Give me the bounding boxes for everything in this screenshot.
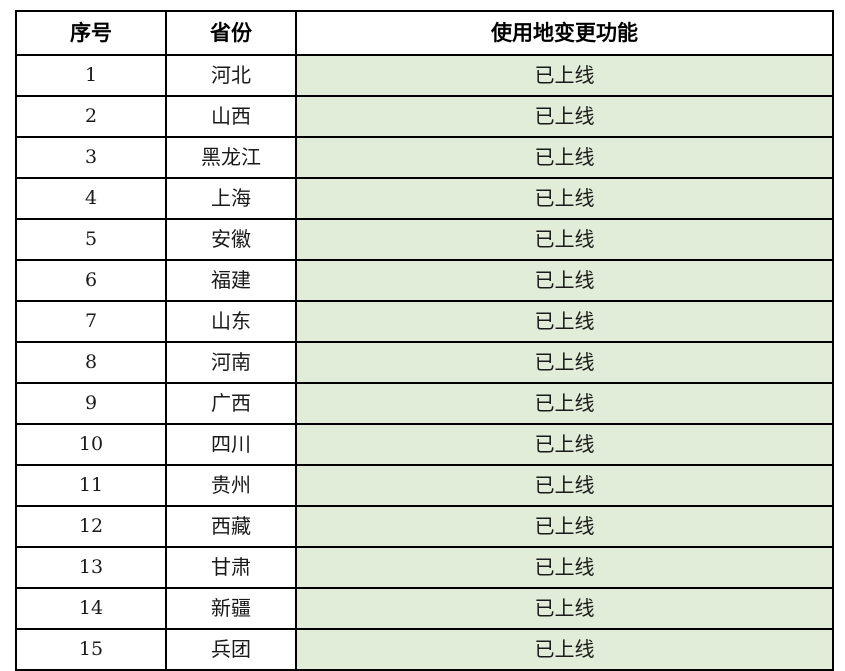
cell-status: 已上线 <box>295 341 834 384</box>
cell-province: 山东 <box>165 300 297 343</box>
cell-index: 3 <box>15 136 167 179</box>
cell-status: 已上线 <box>295 136 834 179</box>
table-row: 5 安徽 已上线 <box>15 218 834 261</box>
cell-index: 1 <box>15 54 167 97</box>
cell-status: 已上线 <box>295 464 834 507</box>
cell-status: 已上线 <box>295 218 834 261</box>
cell-index: 6 <box>15 259 167 302</box>
cell-province: 河南 <box>165 341 297 384</box>
cell-province: 兵团 <box>165 628 297 671</box>
table-body: 1 河北 已上线 2 山西 已上线 3 黑龙江 已上线 4 上海 已上线 5 安徽 已上线 6 福建 已上线 7 山东… <box>15 54 834 671</box>
cell-province: 黑龙江 <box>165 136 297 179</box>
cell-index: 12 <box>15 505 167 548</box>
cell-index: 4 <box>15 177 167 220</box>
cell-index: 15 <box>15 628 167 671</box>
table-row: 7 山东 已上线 <box>15 300 834 343</box>
table-header-row: 序号 省份 使用地变更功能 <box>15 10 834 56</box>
cell-province: 贵州 <box>165 464 297 507</box>
cell-index: 7 <box>15 300 167 343</box>
cell-status: 已上线 <box>295 423 834 466</box>
cell-province: 西藏 <box>165 505 297 548</box>
cell-province: 四川 <box>165 423 297 466</box>
table-row: 1 河北 已上线 <box>15 54 834 97</box>
cell-index: 13 <box>15 546 167 589</box>
cell-status: 已上线 <box>295 382 834 425</box>
table-row: 9 广西 已上线 <box>15 382 834 425</box>
cell-province: 福建 <box>165 259 297 302</box>
table-row: 6 福建 已上线 <box>15 259 834 302</box>
table-row: 2 山西 已上线 <box>15 95 834 138</box>
cell-province: 广西 <box>165 382 297 425</box>
column-header-province: 省份 <box>165 10 297 56</box>
cell-status: 已上线 <box>295 259 834 302</box>
table-row: 15 兵团 已上线 <box>15 628 834 671</box>
table-row: 10 四川 已上线 <box>15 423 834 466</box>
table-row: 3 黑龙江 已上线 <box>15 136 834 179</box>
table-row: 12 西藏 已上线 <box>15 505 834 548</box>
cell-province: 山西 <box>165 95 297 138</box>
table-row: 14 新疆 已上线 <box>15 587 834 630</box>
cell-index: 9 <box>15 382 167 425</box>
cell-index: 8 <box>15 341 167 384</box>
column-header-index: 序号 <box>15 10 167 56</box>
cell-index: 11 <box>15 464 167 507</box>
cell-status: 已上线 <box>295 587 834 630</box>
cell-status: 已上线 <box>295 546 834 589</box>
cell-province: 安徽 <box>165 218 297 261</box>
table-row: 11 贵州 已上线 <box>15 464 834 507</box>
table-row: 13 甘肃 已上线 <box>15 546 834 589</box>
column-header-status: 使用地变更功能 <box>295 10 834 56</box>
cell-province: 新疆 <box>165 587 297 630</box>
cell-status: 已上线 <box>295 300 834 343</box>
cell-index: 10 <box>15 423 167 466</box>
cell-status: 已上线 <box>295 628 834 671</box>
table-header: 序号 省份 使用地变更功能 <box>15 10 834 56</box>
cell-status: 已上线 <box>295 95 834 138</box>
province-status-table: 序号 省份 使用地变更功能 1 河北 已上线 2 山西 已上线 3 黑龙江 已上线 4 上海 已上线 5… <box>15 10 834 671</box>
cell-province: 上海 <box>165 177 297 220</box>
cell-province: 甘肃 <box>165 546 297 589</box>
cell-status: 已上线 <box>295 505 834 548</box>
table-row: 8 河南 已上线 <box>15 341 834 384</box>
cell-province: 河北 <box>165 54 297 97</box>
cell-index: 14 <box>15 587 167 630</box>
table-row: 4 上海 已上线 <box>15 177 834 220</box>
cell-index: 5 <box>15 218 167 261</box>
cell-status: 已上线 <box>295 177 834 220</box>
cell-index: 2 <box>15 95 167 138</box>
cell-status: 已上线 <box>295 54 834 97</box>
